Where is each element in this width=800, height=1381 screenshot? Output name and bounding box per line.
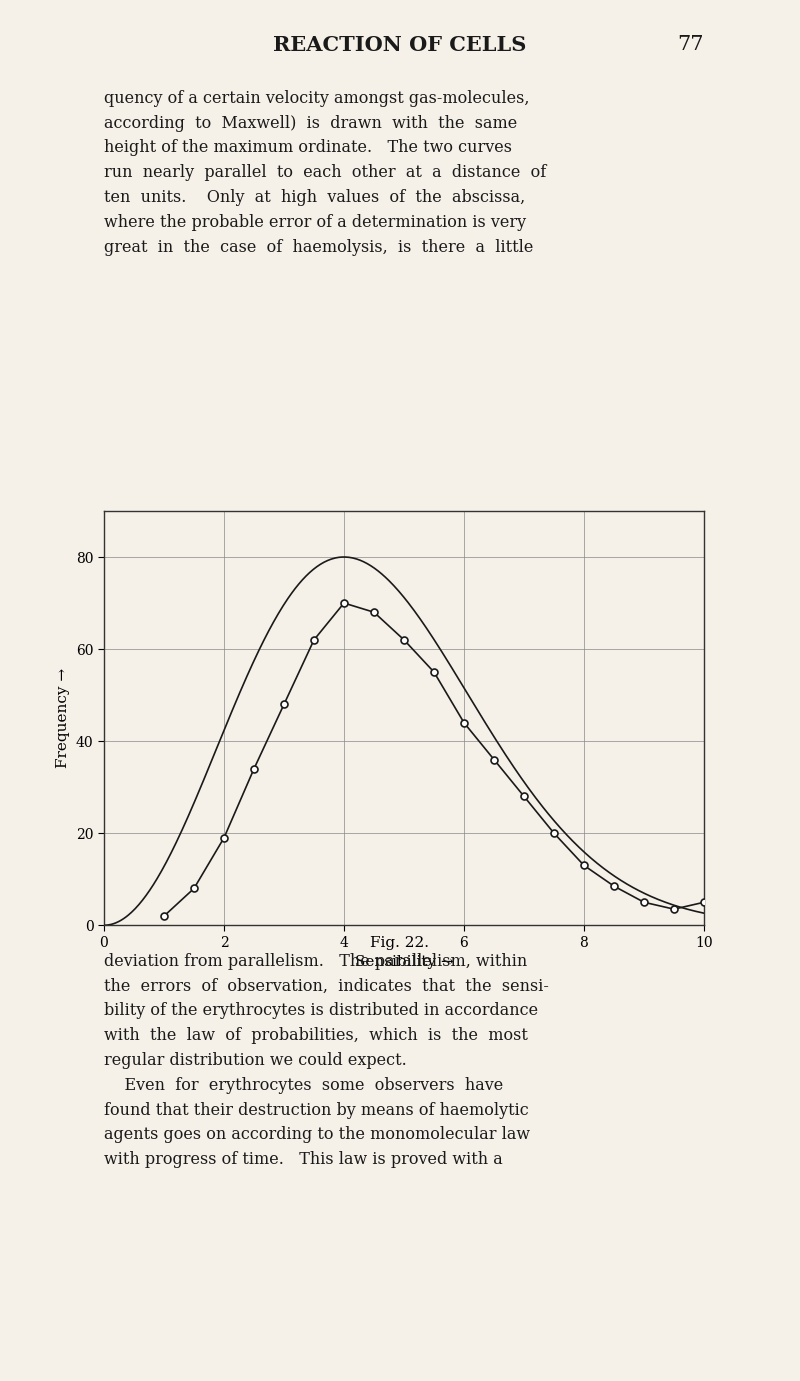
Text: deviation from parallelism.   The parallelism, within
the  errors  of  observati: deviation from parallelism. The parallel… [104,953,549,1168]
X-axis label: Sensibility →: Sensibility → [354,956,454,969]
Text: REACTION OF CELLS: REACTION OF CELLS [274,35,526,54]
Text: quency of a certain velocity amongst gas-molecules,
according  to  Maxwell)  is : quency of a certain velocity amongst gas… [104,90,546,255]
Y-axis label: Frequency →: Frequency → [57,668,70,768]
Text: Fig. 22.: Fig. 22. [370,936,430,950]
Text: 77: 77 [678,35,704,54]
